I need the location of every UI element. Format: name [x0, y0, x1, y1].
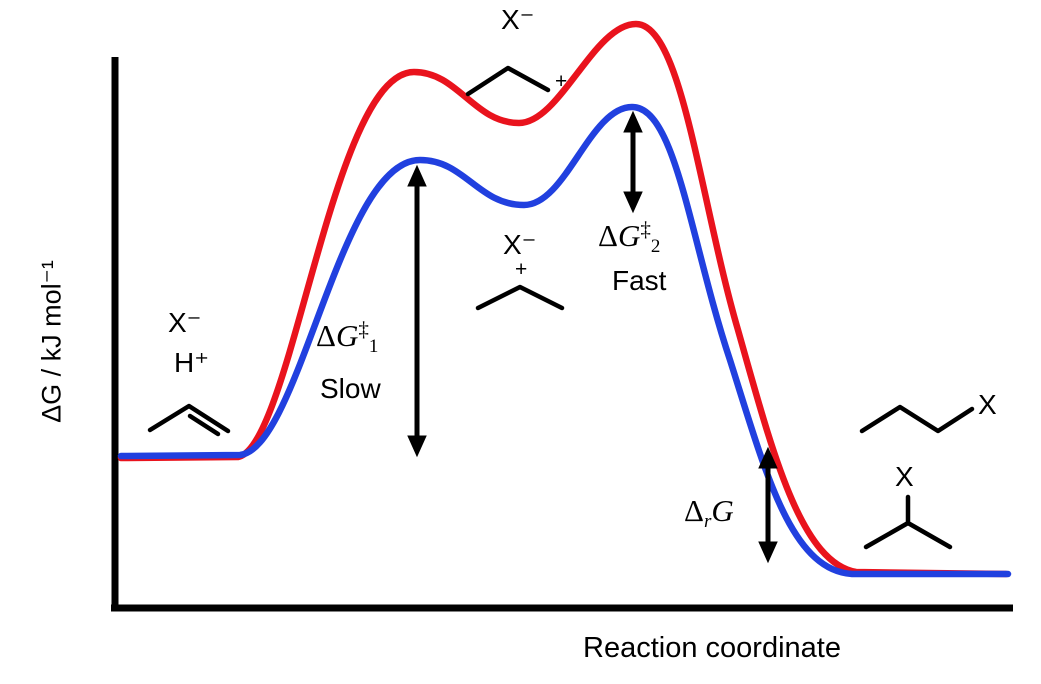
product-primary-halide-structure — [859, 404, 975, 434]
ts-charge-label: + — [555, 70, 568, 93]
reactant-alkene-structure — [147, 403, 231, 437]
reaction-energy-arrowhead-top — [758, 446, 778, 469]
blue-pathway-curve — [117, 103, 1012, 578]
barrier2-label: ΔG‡2 — [598, 217, 661, 258]
y-axis-title: ΔG / kJ mol⁻¹ — [36, 260, 67, 423]
reactant-anion-label: X⁻ — [168, 307, 202, 338]
barrier1-delta: Δ — [316, 318, 336, 353]
barrier1-rate-label: Slow — [320, 373, 381, 404]
annotation-arrows — [407, 110, 778, 564]
barrier1-arrowhead-bottom — [407, 435, 427, 458]
reaction-energy-delta: Δ — [684, 493, 704, 528]
product-primary-x-label: X — [978, 389, 997, 420]
barrier1-dagger: ‡ — [358, 317, 369, 341]
intermediate-anion-label: X⁻ — [503, 229, 537, 260]
barrier2-subscript: 2 — [650, 236, 661, 257]
barrier2-arrowhead-bottom — [623, 191, 643, 214]
barrier2-rate-label: Fast — [612, 265, 667, 296]
product-secondary-halide-structure — [863, 494, 953, 550]
ts-anion-label: X⁻ — [501, 4, 535, 35]
x-axis-title: Reaction coordinate — [583, 632, 841, 664]
intermediate-charge-label: + — [515, 258, 528, 281]
barrier1-g: G — [335, 318, 359, 353]
reaction-energy-g: G — [711, 493, 734, 528]
reaction-energy-subscript: r — [703, 511, 712, 532]
reaction-energy-label: ΔrG — [684, 493, 734, 533]
red-pathway-curve — [117, 20, 1010, 578]
intermediate-carbocation-structure — [475, 284, 565, 311]
barrier2-delta: Δ — [598, 218, 618, 253]
reaction-energy-arrowhead-bottom — [758, 541, 778, 564]
barrier1-arrowhead-top — [407, 164, 427, 187]
barrier2-arrowhead-top — [623, 110, 643, 133]
transition-state-carbocation-structure — [465, 65, 551, 97]
chemical-structures — [147, 65, 975, 550]
barrier1-label: ΔG‡1 — [316, 317, 379, 358]
product-secondary-x-label: X — [895, 461, 914, 492]
barrier2-g: G — [617, 218, 641, 253]
barrier2-dagger: ‡ — [640, 217, 651, 241]
reactant-proton-label: H⁺ — [174, 347, 209, 378]
barrier1-subscript: 1 — [368, 336, 379, 357]
